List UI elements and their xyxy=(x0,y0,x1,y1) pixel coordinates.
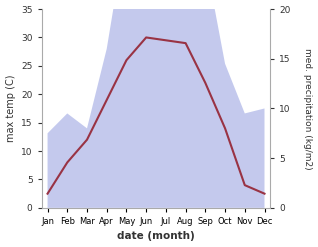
X-axis label: date (month): date (month) xyxy=(117,231,195,242)
Y-axis label: max temp (C): max temp (C) xyxy=(5,75,16,142)
Y-axis label: med. precipitation (kg/m2): med. precipitation (kg/m2) xyxy=(303,48,313,169)
